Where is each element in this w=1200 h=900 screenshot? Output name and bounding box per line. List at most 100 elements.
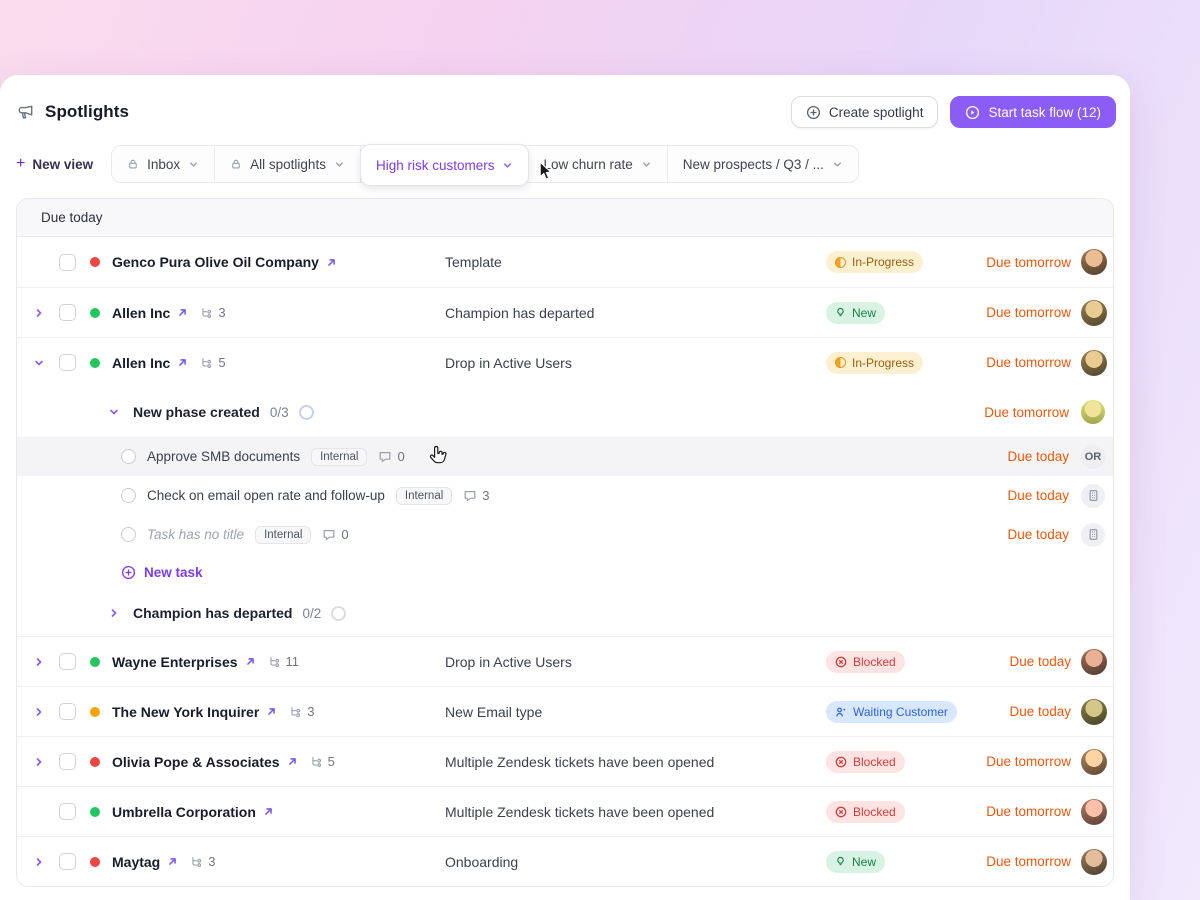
comment-icon [322,528,336,542]
chevron-right-icon[interactable] [27,706,51,718]
tab-high-risk-customers[interactable]: High risk customers [359,144,530,186]
row-checkbox[interactable] [59,853,76,870]
table-row[interactable]: Umbrella Corporation Multiple Zendesk ti… [17,786,1113,836]
tab-inbox[interactable]: Inbox [112,146,216,182]
company-avatar[interactable] [1081,522,1105,547]
chevron-down-icon[interactable] [641,159,652,170]
tab-low-churn-rate[interactable]: Low churn rate [528,146,668,182]
table-row[interactable]: Allen Inc 3 Champion has departed New Du… [17,287,1113,337]
task-checkbox[interactable] [121,527,136,542]
assignee-avatar[interactable] [1081,648,1107,675]
table-row[interactable]: Allen Inc 5 Drop in Active Users In-Prog… [17,337,1113,387]
row-checkbox[interactable] [59,253,76,271]
phase-row[interactable]: New phase created 0/3 Due tomorrow [17,387,1113,437]
row-checkbox[interactable] [59,354,76,371]
chevron-down-icon[interactable] [27,357,51,369]
assignee-avatar[interactable] [1081,349,1107,376]
chevron-down-icon[interactable] [832,159,843,170]
row-checkbox[interactable] [59,703,76,720]
assignee-avatar[interactable] [1081,698,1107,725]
phase-row[interactable]: Champion has departed 0/2 [17,590,1113,636]
tab-new-prospects[interactable]: New prospects / Q3 / ... [668,146,858,182]
open-link-icon[interactable] [177,357,188,368]
app-window: Spotlights Create spotlight Start task f… [0,75,1130,900]
tab-label: Inbox [147,156,181,172]
chevron-right-icon[interactable] [27,856,51,868]
task-row[interactable]: Task has no title Internal 0 Due today [17,515,1113,554]
status-badge[interactable]: New [826,301,886,324]
table-row[interactable]: The New York Inquirer 3 New Email type W… [17,686,1113,736]
open-link-icon[interactable] [287,756,298,767]
open-link-icon[interactable] [326,257,337,268]
open-link-icon[interactable] [167,856,178,867]
assignee-avatar[interactable] [1081,848,1107,875]
row-checkbox[interactable] [59,653,76,670]
due-date[interactable]: Due tomorrow [986,355,1071,370]
due-date[interactable]: Due today [1009,704,1071,719]
assignee-avatar[interactable] [1081,249,1107,275]
subtasks-icon [267,655,281,669]
assignee-initials-avatar[interactable]: OR [1081,444,1105,469]
due-date[interactable]: Due tomorrow [986,854,1071,869]
bulb-icon [835,307,846,318]
company-name: Umbrella Corporation [112,803,256,820]
chevron-right-icon[interactable] [27,756,51,768]
comments-button[interactable]: 3 [463,488,490,503]
due-date[interactable]: Due tomorrow [986,305,1071,320]
task-checkbox[interactable] [121,449,136,464]
chevron-down-icon[interactable] [105,406,123,418]
table-row[interactable]: Genco Pura Olive Oil Company Template In… [17,237,1113,287]
comments-button[interactable]: 0 [322,527,349,542]
start-task-flow-button[interactable]: Start task flow (12) [950,96,1116,128]
company-avatar[interactable] [1081,483,1105,508]
status-badge[interactable]: Blocked [826,650,905,673]
task-row[interactable]: Approve SMB documents Internal 0 Due tod… [17,437,1113,476]
new-view-button[interactable]: + New view [14,156,111,172]
due-date[interactable]: Due tomorrow [986,804,1071,819]
progress-ring-icon [331,605,347,621]
due-date[interactable]: Due tomorrow [986,754,1071,769]
assignee-avatar[interactable] [1081,748,1107,775]
row-checkbox[interactable] [59,753,76,770]
open-link-icon[interactable] [245,656,256,667]
row-checkbox[interactable] [59,304,76,321]
plus-icon: + [16,155,26,172]
chevron-right-icon[interactable] [105,607,123,619]
comments-button[interactable]: 0 [378,449,405,464]
due-date[interactable]: Due today [1007,449,1069,464]
open-link-icon[interactable] [263,806,274,817]
table-row[interactable]: Maytag 3 Onboarding New Due tomorrow [17,836,1113,886]
due-date[interactable]: Due tomorrow [986,254,1071,270]
task-row[interactable]: Check on email open rate and follow-up I… [17,476,1113,515]
task-checkbox[interactable] [121,488,136,503]
chevron-right-icon[interactable] [27,656,51,668]
chevron-down-icon[interactable] [502,160,513,171]
create-spotlight-button[interactable]: Create spotlight [790,96,939,128]
status-badge[interactable]: New [826,850,886,873]
due-date[interactable]: Due tomorrow [984,404,1069,420]
tab-all-spotlights[interactable]: All spotlights [215,146,361,182]
status-badge[interactable]: In-Progress [826,351,924,374]
status-badge[interactable]: Blocked [826,750,905,773]
row-checkbox[interactable] [59,803,76,820]
status-badge[interactable]: In-Progress [826,251,924,273]
due-date[interactable]: Due today [1009,654,1071,669]
table-row[interactable]: Olivia Pope & Associates 5 Multiple Zend… [17,736,1113,786]
assignee-avatar[interactable] [1081,299,1107,326]
open-link-icon[interactable] [266,706,277,717]
phase-name: New phase created [133,404,260,420]
bulb-icon [835,856,846,867]
new-task-button[interactable]: New task [17,554,1113,590]
chevron-down-icon[interactable] [334,159,345,170]
due-date[interactable]: Due today [1007,488,1069,503]
table-row[interactable]: Wayne Enterprises 11 Drop in Active User… [17,636,1113,686]
assignee-avatar[interactable] [1081,400,1105,424]
view-tabbar: + New view Inbox All spotlights [14,144,1116,186]
assignee-avatar[interactable] [1081,798,1107,825]
due-date[interactable]: Due today [1007,527,1069,542]
chevron-right-icon[interactable] [27,307,51,319]
open-link-icon[interactable] [177,307,188,318]
status-badge[interactable]: Blocked [826,800,905,823]
chevron-down-icon[interactable] [188,159,199,170]
status-badge[interactable]: Waiting Customer [826,700,957,723]
